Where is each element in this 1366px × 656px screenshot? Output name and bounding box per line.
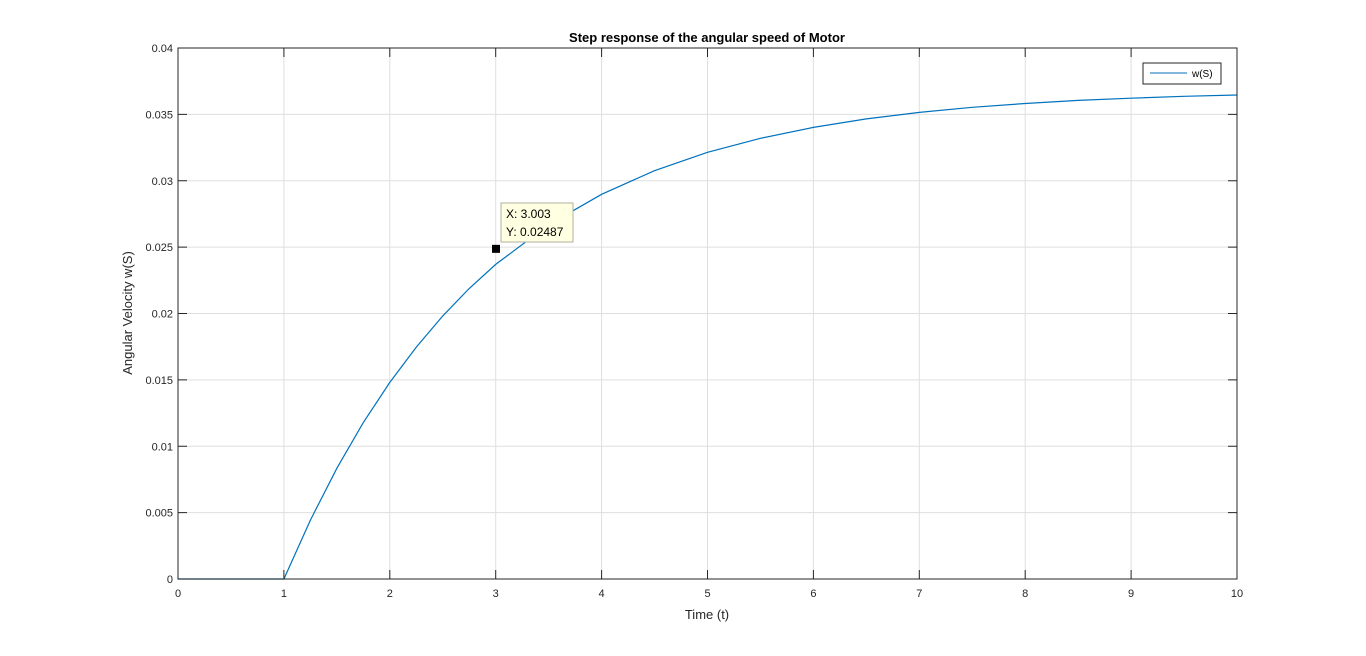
x-tick-label: 4 <box>599 588 605 600</box>
chart-title: Step response of the angular speed of Mo… <box>569 30 845 45</box>
y-tick-label: 0.03 <box>152 176 173 188</box>
y-tick-label: 0 <box>167 574 173 586</box>
y-tick-label: 0.005 <box>145 508 173 520</box>
legend[interactable]: w(S) <box>1142 62 1222 85</box>
x-tick-label: 3 <box>493 588 499 600</box>
series-line <box>178 94 1238 580</box>
x-axis-label: Time (t) <box>685 607 729 622</box>
y-tick-label: 0.015 <box>145 375 173 387</box>
y-tick-label: 0.025 <box>145 242 173 254</box>
datatip-y-text: Y: 0.02487 <box>506 225 564 239</box>
x-tick-label: 7 <box>916 588 922 600</box>
x-tick-label: 10 <box>1231 588 1243 600</box>
datatip[interactable]: X: 3.003 Y: 0.02487 <box>492 202 574 253</box>
legend-label: w(S) <box>1191 69 1213 80</box>
series-group <box>178 94 1238 580</box>
y-tick-label: 0.035 <box>145 109 173 121</box>
x-tick-label: 8 <box>1022 588 1028 600</box>
y-tick-label: 0.04 <box>152 43 173 55</box>
y-tick-labels: 0 0.005 0.01 0.015 0.02 0.025 0.03 0.035 0.04 <box>145 43 173 586</box>
datatip-box <box>500 202 574 243</box>
x-tick-label: 9 <box>1128 588 1134 600</box>
datatip-x-text: X: 3.003 <box>506 207 551 221</box>
x-tick-label: 0 <box>175 588 181 600</box>
x-tick-labels: 0 1 2 3 4 5 6 7 8 9 10 <box>175 588 1243 600</box>
y-axis-label: Angular Velocity w(S) <box>120 251 135 375</box>
x-tick-label: 5 <box>704 588 710 600</box>
x-tick-label: 6 <box>810 588 816 600</box>
y-tick-label: 0.02 <box>152 309 173 321</box>
y-tick-label: 0.01 <box>152 441 173 453</box>
ticks <box>177 47 1238 580</box>
datatip-marker[interactable] <box>492 244 501 253</box>
x-tick-label: 1 <box>281 588 287 600</box>
x-tick-label: 2 <box>387 588 393 600</box>
